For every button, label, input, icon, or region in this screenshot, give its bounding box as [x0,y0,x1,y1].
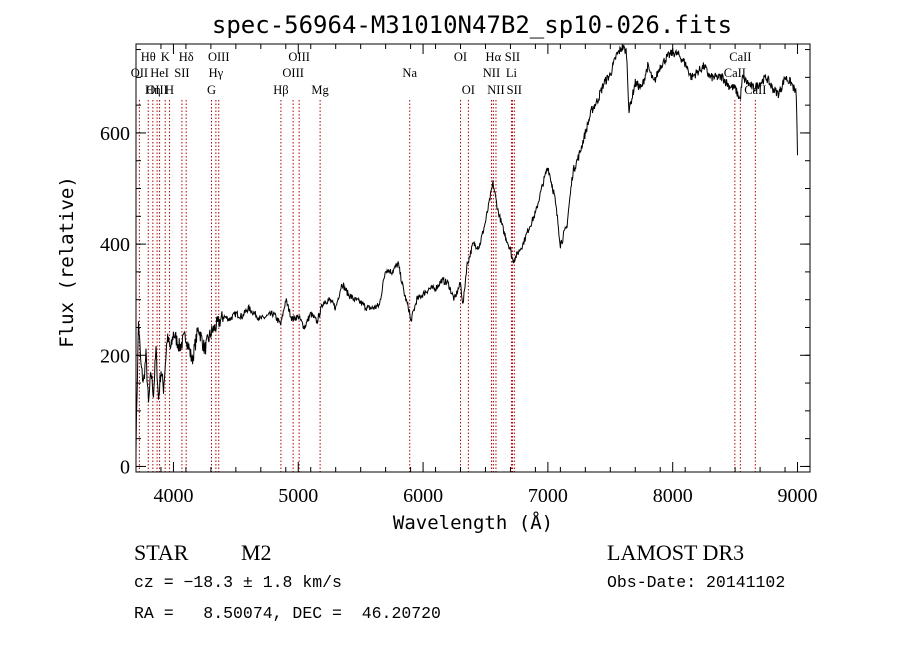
x-tick-label: 7000 [528,485,568,507]
y-axis-label: Flux (relative) [56,176,78,348]
line-marker-label: G [207,83,216,97]
axis-ticks: 4000 5000 6000 7000 8000 9000 0 200 400 600 [100,44,818,507]
line-marker-label: Hγ [209,66,224,80]
x-tick-label: 4000 [153,485,193,507]
object-subclass: M2 [241,540,272,565]
line-marker-label: OII [131,66,148,80]
line-marker-label: OIII [282,66,304,80]
line-marker-label: CaII [724,66,746,80]
x-tick-label: 5000 [278,485,318,507]
y-tick-label: 0 [120,456,130,478]
line-marker-label: K [161,50,170,64]
y-tick-label: 600 [100,123,130,145]
line-marker-label: SII [507,83,522,97]
line-marker-label: OIII [146,83,168,97]
y-tick-label: 200 [100,345,130,367]
line-marker-label: Hα [486,50,502,64]
redshift-velocity: cz = −18.3 ± 1.8 km/s [134,573,342,592]
line-marker-label: OI [454,50,467,64]
x-axis-label: Wavelength (Å) [393,511,553,534]
plot-frame [135,43,811,473]
y-tick-label: 400 [100,234,130,256]
line-marker-label: H [165,83,174,97]
line-marker-label: OIII [208,50,230,64]
x-tick-label: 8000 [653,485,693,507]
line-marker-label: Mg [311,83,329,97]
line-marker-label: Hη [145,83,161,97]
x-tick-label: 9000 [778,485,818,507]
line-marker-label: SII [505,50,520,64]
line-marker-label: Na [402,66,417,80]
line-marker-label: OI [462,83,475,97]
line-marker-label: HeI [150,66,169,80]
line-marker-label: Li [506,66,518,80]
spectrum-line [135,44,798,453]
line-marker-label: Hθ [141,50,156,64]
x-tick-label: 6000 [403,485,443,507]
line-marker-label: CaII [729,50,751,64]
line-marker-label: OIII [288,50,310,64]
object-class: STAR [134,540,189,565]
survey-name: LAMOST DR3 [607,540,745,565]
spectrum-series [135,44,798,453]
observation-date: Obs-Date: 20141102 [607,573,786,592]
coordinates: RA = 8.50074, DEC = 46.20720 [134,604,441,623]
line-marker-label: NII [483,66,500,80]
line-marker-label: NII [487,83,504,97]
line-marker-label: SII [174,66,189,80]
chart-title: spec-56964-M31010N47B2_sp10-026.fits [212,11,732,39]
line-marker-label: Hδ [179,50,194,64]
line-marker-label: Hβ [273,83,288,97]
